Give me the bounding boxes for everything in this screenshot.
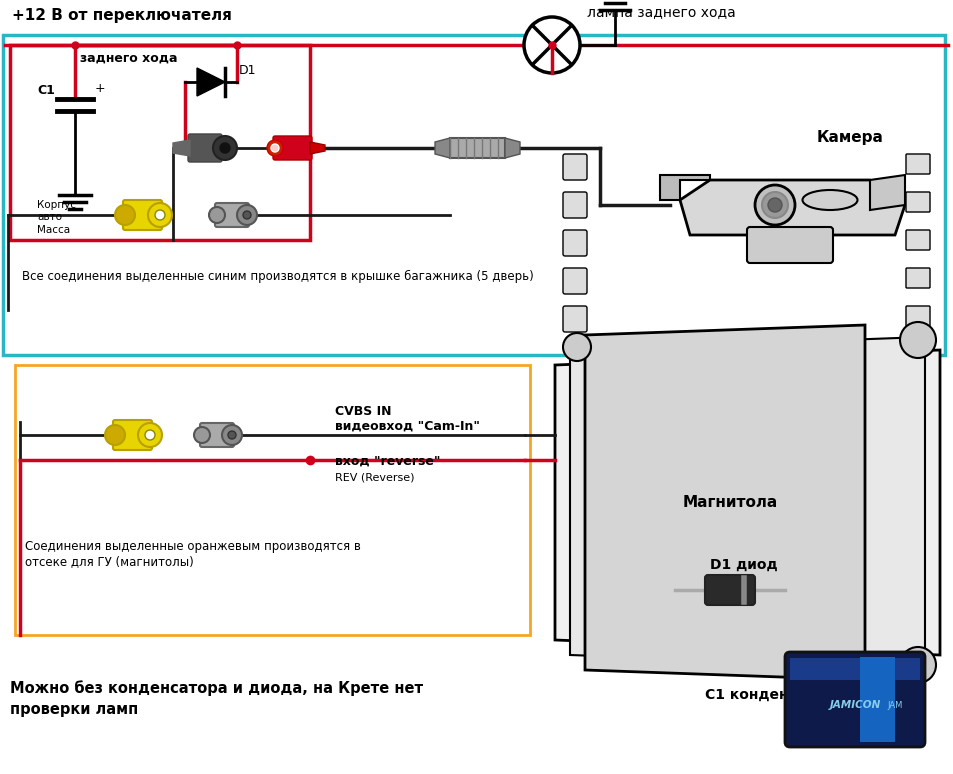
FancyBboxPatch shape — [112, 420, 152, 450]
FancyBboxPatch shape — [905, 230, 929, 250]
Text: JAM: JAM — [886, 700, 902, 710]
FancyBboxPatch shape — [200, 423, 233, 447]
Text: +: + — [95, 82, 106, 95]
Text: видеовход "Cam-In": видеовход "Cam-In" — [335, 420, 479, 433]
Circle shape — [105, 425, 125, 445]
Circle shape — [236, 205, 256, 225]
Circle shape — [767, 198, 781, 212]
Circle shape — [154, 210, 165, 220]
FancyBboxPatch shape — [188, 134, 222, 162]
Polygon shape — [869, 175, 904, 210]
Circle shape — [899, 322, 935, 358]
Circle shape — [899, 647, 935, 683]
FancyBboxPatch shape — [562, 268, 586, 294]
Text: JAMICON: JAMICON — [828, 700, 880, 710]
FancyBboxPatch shape — [562, 192, 586, 218]
Circle shape — [228, 431, 235, 439]
Circle shape — [267, 140, 283, 156]
FancyBboxPatch shape — [905, 192, 929, 212]
Text: Можно без конденсатора и диода, на Крете нет
проверки ламп: Можно без конденсатора и диода, на Крете… — [10, 680, 423, 717]
Polygon shape — [555, 350, 939, 655]
FancyBboxPatch shape — [704, 575, 754, 605]
Polygon shape — [659, 175, 709, 200]
FancyBboxPatch shape — [123, 200, 162, 230]
Text: CVBS IN: CVBS IN — [335, 405, 391, 418]
Circle shape — [761, 192, 787, 218]
Circle shape — [145, 430, 154, 440]
Circle shape — [220, 143, 230, 153]
Polygon shape — [310, 142, 325, 154]
FancyBboxPatch shape — [905, 306, 929, 326]
Polygon shape — [196, 68, 225, 96]
Text: заднего хода: заднего хода — [80, 52, 177, 65]
Circle shape — [209, 207, 225, 223]
Polygon shape — [504, 138, 519, 158]
FancyBboxPatch shape — [214, 203, 249, 227]
Text: Соединения выделенные оранжевым производятся в
отсеке для ГУ (магнитолы): Соединения выделенные оранжевым производ… — [25, 540, 360, 568]
FancyBboxPatch shape — [562, 154, 586, 180]
Text: +12 В от переключателя: +12 В от переключателя — [12, 8, 232, 23]
FancyBboxPatch shape — [905, 268, 929, 288]
Ellipse shape — [801, 190, 857, 210]
Text: С1 конденсатор: С1 конденсатор — [704, 688, 833, 702]
Bar — [10, 45, 310, 240]
FancyBboxPatch shape — [784, 652, 924, 747]
Polygon shape — [584, 325, 864, 680]
Circle shape — [271, 144, 278, 152]
FancyBboxPatch shape — [562, 306, 586, 332]
Text: Магнитола: Магнитола — [681, 495, 777, 510]
Text: Корпус
авто
Масса: Корпус авто Масса — [37, 200, 76, 235]
Polygon shape — [679, 180, 904, 235]
Circle shape — [754, 185, 794, 225]
Circle shape — [138, 423, 162, 447]
Bar — [859, 657, 894, 742]
Polygon shape — [435, 138, 450, 158]
Bar — [789, 658, 919, 680]
Circle shape — [562, 333, 590, 361]
Circle shape — [243, 211, 251, 219]
Polygon shape — [569, 337, 924, 668]
Text: вход "reverse": вход "reverse" — [335, 455, 440, 468]
Circle shape — [193, 427, 210, 443]
FancyBboxPatch shape — [905, 154, 929, 174]
FancyBboxPatch shape — [273, 136, 312, 160]
Circle shape — [148, 203, 172, 227]
Bar — [15, 365, 530, 635]
Text: C1: C1 — [37, 84, 55, 97]
FancyBboxPatch shape — [562, 230, 586, 256]
Text: REV (Reverse): REV (Reverse) — [335, 472, 414, 482]
Text: лампа заднего хода: лампа заднего хода — [586, 5, 735, 19]
FancyBboxPatch shape — [746, 227, 832, 263]
Circle shape — [523, 17, 579, 73]
Text: Все соединения выделенные синим производятся в крышке багажника (5 дверь): Все соединения выделенные синим производ… — [22, 270, 533, 283]
Bar — [3, 35, 944, 355]
FancyBboxPatch shape — [450, 138, 504, 158]
Text: D1 диод: D1 диод — [709, 558, 777, 572]
Circle shape — [213, 136, 236, 160]
Polygon shape — [172, 140, 190, 156]
Text: D1: D1 — [239, 64, 256, 77]
Circle shape — [222, 425, 242, 445]
Circle shape — [115, 205, 135, 225]
Text: Камера: Камера — [816, 130, 882, 145]
